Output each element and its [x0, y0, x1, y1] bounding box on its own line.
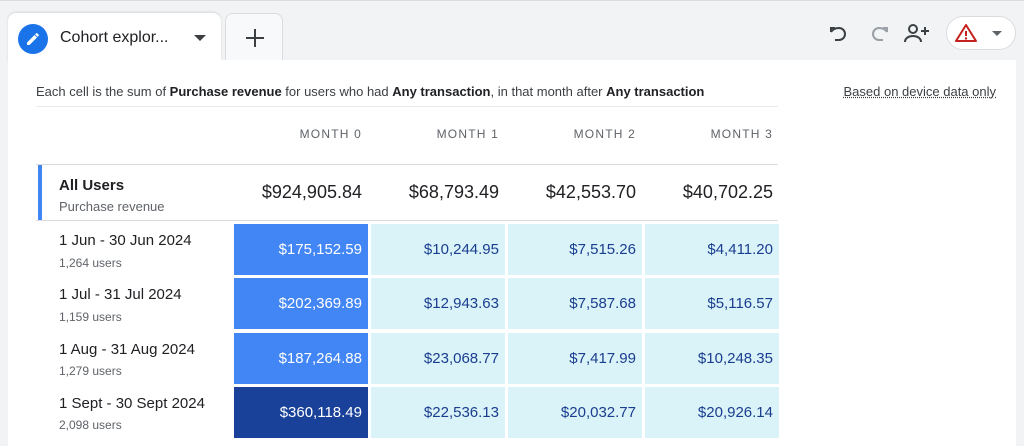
redo-icon[interactable] [868, 21, 892, 45]
all-users-subtitle: Purchase revenue [59, 199, 165, 214]
all-users-title: All Users [59, 177, 125, 194]
cohort-cell[interactable]: $7,515.26 [508, 224, 642, 275]
column-header-month-2: MONTH 2 [573, 127, 636, 141]
cohort-user-count: 1,279 users [59, 364, 122, 378]
cohort-label: 1 Sept - 30 Sept 2024 [59, 395, 205, 412]
cohort-label: 1 Aug - 31 Aug 2024 [59, 341, 195, 358]
undo-icon[interactable] [826, 21, 850, 45]
top-toolbar: Cohort explor... [0, 0, 1024, 63]
chevron-down-icon[interactable] [194, 35, 206, 41]
cohort-cell[interactable]: $23,068.77 [371, 333, 505, 384]
cohort-cell[interactable]: $175,152.59 [234, 224, 368, 275]
desc-metric: Purchase revenue [169, 84, 282, 99]
cohort-cell[interactable]: $7,587.68 [508, 278, 642, 329]
all-users-value: $924,905.84 [261, 182, 362, 202]
cohort-cell[interactable]: $20,926.14 [645, 387, 779, 438]
divider [36, 106, 778, 107]
desc-text: , in that month after [490, 84, 607, 99]
cohort-user-count: 1,159 users [59, 310, 122, 324]
warning-icon [955, 24, 977, 42]
add-tab-button[interactable] [225, 13, 283, 61]
cohort-cell[interactable]: $7,417.99 [508, 333, 642, 384]
pencil-icon [18, 24, 48, 54]
all-users-value: $68,793.49 [408, 182, 499, 202]
column-header-month-3: MONTH 3 [710, 127, 773, 141]
cohort-cell[interactable]: $202,369.89 [234, 278, 368, 329]
all-users-accent-bar [38, 165, 42, 220]
cohort-cell[interactable]: $20,032.77 [508, 387, 642, 438]
column-header-month-1: MONTH 1 [436, 127, 499, 141]
plus-icon [246, 29, 264, 47]
all-users-value: $42,553.70 [545, 182, 636, 202]
tab-cohort-exploration[interactable]: Cohort explor... [8, 13, 221, 63]
cohort-cell[interactable]: $187,264.88 [234, 333, 368, 384]
all-users-row: All Users Purchase revenue $924,905.84 $… [36, 164, 778, 221]
cohort-cell[interactable]: $12,943.63 [371, 278, 505, 329]
cohort-cell[interactable]: $10,244.95 [371, 224, 505, 275]
cohort-cell[interactable]: $22,536.13 [371, 387, 505, 438]
warning-menu-button[interactable] [946, 16, 1016, 50]
desc-inclusion: Any transaction [392, 84, 491, 99]
desc-text: Each cell is the sum of [36, 84, 170, 99]
cohort-cell[interactable]: $4,411.20 [645, 224, 779, 275]
chevron-down-icon [992, 31, 1002, 36]
cohort-user-count: 2,098 users [59, 418, 122, 432]
cohort-description: Each cell is the sum of Purchase revenue… [36, 84, 704, 99]
cohort-label: 1 Jul - 31 Jul 2024 [59, 286, 182, 303]
add-person-icon[interactable] [903, 21, 931, 45]
based-on-device-link[interactable]: Based on device data only [843, 84, 997, 99]
desc-text: for users who had [281, 84, 393, 99]
cohort-cell[interactable]: $10,248.35 [645, 333, 779, 384]
cohort-cell[interactable]: $5,116.57 [645, 278, 779, 329]
cohort-cell[interactable]: $360,118.49 [234, 387, 368, 438]
cohort-panel: Each cell is the sum of Purchase revenue… [8, 60, 1016, 446]
cohort-label: 1 Jun - 30 Jun 2024 [59, 232, 192, 249]
cohort-user-count: 1,264 users [59, 256, 122, 270]
all-users-value: $40,702.25 [682, 182, 773, 202]
desc-return: Any transaction [606, 84, 705, 99]
column-header-month-0: MONTH 0 [299, 127, 362, 141]
tab-label: Cohort explor... [60, 29, 169, 46]
